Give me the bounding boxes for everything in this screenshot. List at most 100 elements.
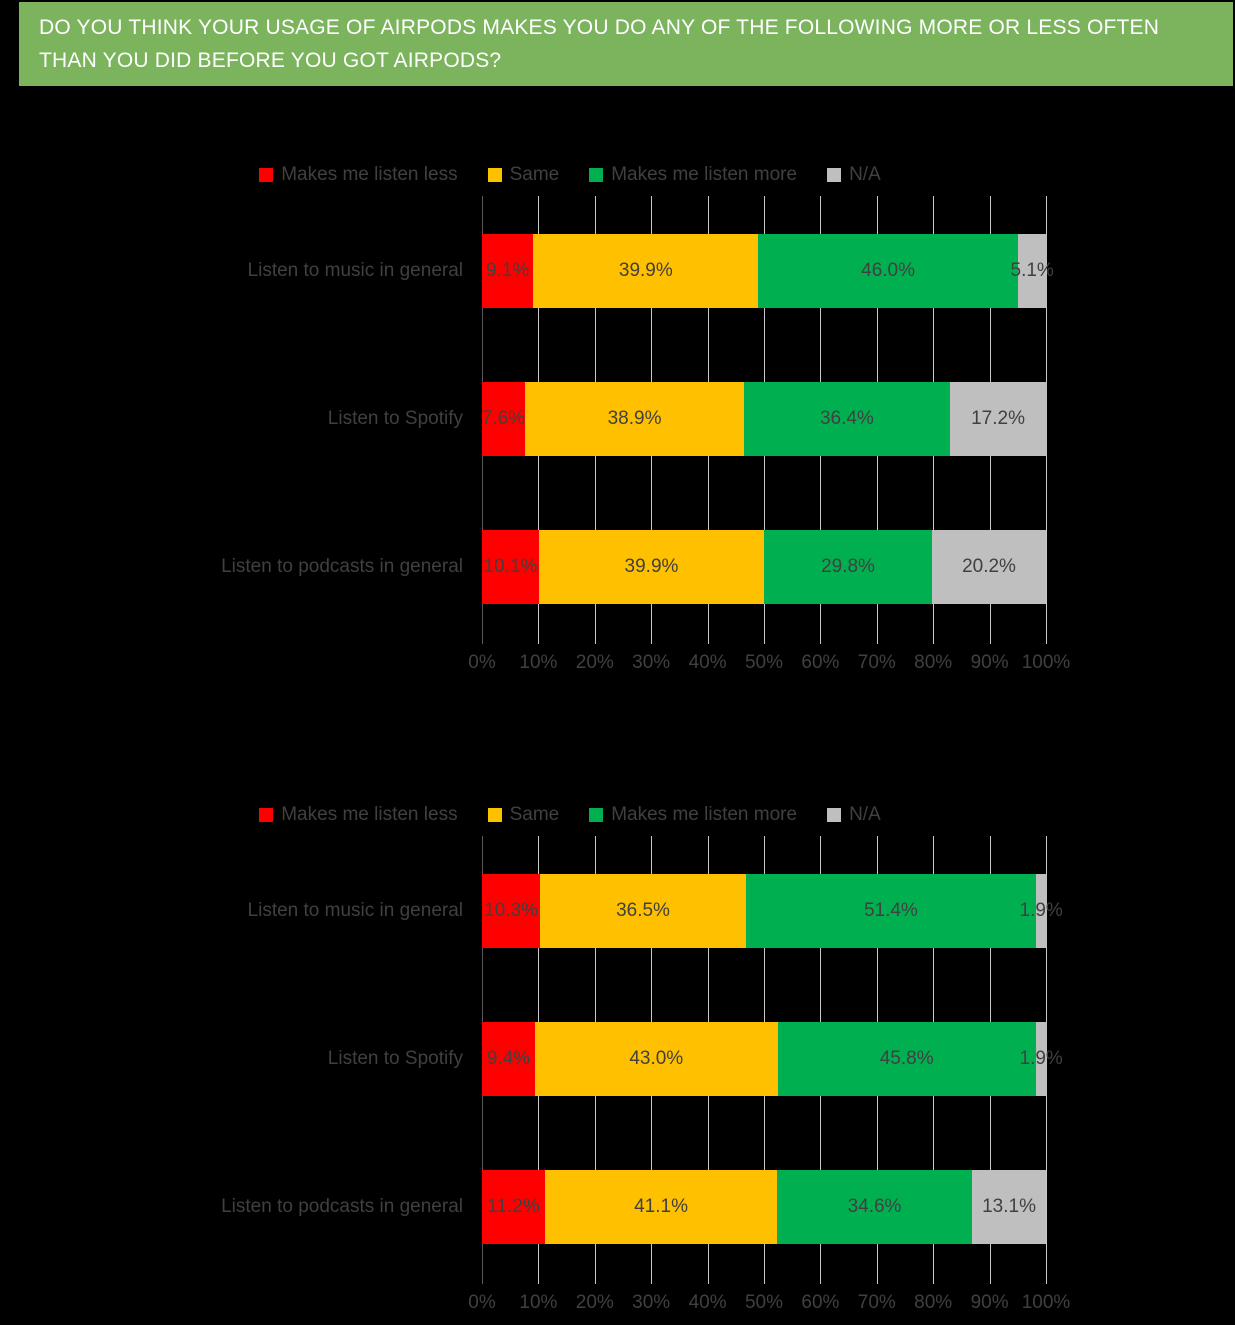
- bar-segment-gray: 20.2%: [932, 530, 1046, 604]
- category-label: Listen to podcasts in general: [221, 556, 463, 577]
- header-line-2: THAN YOU DID BEFORE YOU GOT AIRPODS?: [39, 49, 502, 72]
- x-tick-label: 100%: [1021, 1292, 1071, 1313]
- legend-swatch-green-icon: [589, 808, 604, 822]
- bar-segment-yellow: 38.9%: [524, 382, 745, 456]
- bar-row: 9.4% 43.0% 45.8% 1.9%: [482, 1022, 1063, 1096]
- bar-segment-red: 10.1%: [482, 530, 539, 604]
- segment-data-label: 36.5%: [616, 900, 670, 921]
- legend-label: Same: [509, 804, 560, 825]
- legend-label: N/A: [849, 804, 881, 825]
- x-tick-label: 60%: [801, 1292, 840, 1313]
- bar-segment-yellow: 43.0%: [535, 1022, 778, 1096]
- segment-data-label: 10.3%: [484, 900, 538, 921]
- legend-swatch-yellow-icon: [487, 168, 502, 182]
- legend-item: N/A: [827, 804, 881, 826]
- bar-segment-green: 36.4%: [744, 382, 950, 456]
- segment-data-label: 5.1%: [1010, 260, 1054, 281]
- legend-item: Makes me listen more: [589, 164, 797, 186]
- bar-row: 7.6% 38.9% 36.4% 17.2%: [481, 382, 1047, 456]
- bar-segment-yellow: 36.5%: [540, 874, 746, 948]
- x-tick-label: 20%: [575, 1292, 614, 1313]
- segment-data-label: 36.4%: [819, 408, 874, 429]
- segment-data-label: 39.9%: [618, 260, 673, 281]
- x-tick-label: 100%: [1021, 652, 1071, 673]
- category-label: Listen to music in general: [247, 260, 463, 281]
- bar-segment-yellow: 39.9%: [538, 530, 764, 604]
- plot-area: 10.3% 36.5% 51.4% 1.9% 9.4% 43.0% 45.8% 1.9% 11.…: [482, 836, 1063, 1284]
- x-tick-label: 10%: [519, 652, 558, 673]
- bar-segment-gray: 1.9%: [1020, 1022, 1063, 1096]
- bar-row: 9.1% 39.9% 46.0% 5.1%: [482, 234, 1054, 308]
- category-label: Listen to music in general: [247, 900, 463, 921]
- x-tick-label: 80%: [914, 652, 953, 673]
- segment-data-label: 17.2%: [971, 408, 1025, 429]
- bar-segment-green: 45.8%: [777, 1022, 1036, 1096]
- bar-segment-gray: 17.2%: [949, 382, 1047, 456]
- bar-row: 10.1% 39.9% 29.8% 20.2%: [482, 530, 1046, 604]
- segment-data-label: 45.8%: [879, 1048, 934, 1069]
- x-tick-label: 90%: [970, 652, 1009, 673]
- legend-label: N/A: [849, 164, 881, 185]
- chart-legend: Makes me listen less Same Makes me listen …: [0, 160, 1140, 190]
- segment-data-label: 9.4%: [486, 1048, 531, 1069]
- legend-label: Makes me listen more: [611, 804, 798, 825]
- bar-segment-red: 11.2%: [482, 1170, 546, 1244]
- segment-data-label: 1.9%: [1019, 1048, 1063, 1069]
- bar-segment-green: 51.4%: [745, 874, 1036, 948]
- segment-data-label: 10.1%: [483, 556, 538, 577]
- legend-swatch-gray-icon: [827, 808, 842, 822]
- segment-data-label: 29.8%: [821, 556, 875, 577]
- x-tick-label: 10%: [519, 1292, 558, 1313]
- survey-chart-1: Makes me listen less Same Makes me listen …: [0, 160, 1235, 700]
- segment-data-label: 9.1%: [486, 260, 530, 281]
- x-tick-label: 80%: [914, 1292, 953, 1313]
- legend-item: Makes me listen less: [259, 164, 458, 186]
- legend-swatch-red-icon: [259, 168, 274, 182]
- legend-item: Makes me listen less: [259, 804, 458, 826]
- legend-label: Makes me listen less: [281, 804, 458, 825]
- segment-data-label: 51.4%: [863, 900, 918, 921]
- x-tick-label: 20%: [575, 652, 614, 673]
- bar-segment-red: 9.1%: [482, 234, 534, 308]
- segment-data-label: 46.0%: [861, 260, 915, 281]
- bar-segment-gray: 5.1%: [1011, 234, 1054, 308]
- bar-segment-gray: 13.1%: [972, 1170, 1046, 1244]
- x-tick-label: 90%: [970, 1292, 1009, 1313]
- segment-data-label: 41.1%: [634, 1196, 688, 1217]
- category-label: Listen to Spotify: [327, 408, 463, 429]
- segment-data-label: 11.2%: [487, 1196, 540, 1217]
- segment-data-label: 13.1%: [982, 1196, 1036, 1217]
- x-tick-label: 0%: [468, 1292, 496, 1313]
- legend-item: Makes me listen more: [589, 804, 797, 826]
- plot-area: 9.1% 39.9% 46.0% 5.1% 7.6% 38.9% 36.4% 17.2% 10.…: [481, 196, 1054, 644]
- x-tick-label: 50%: [744, 652, 784, 673]
- segment-data-label: 7.6%: [481, 408, 526, 429]
- bar-segment-green: 34.6%: [776, 1170, 973, 1244]
- legend-label: Makes me listen less: [281, 164, 458, 185]
- bar-segment-red: 9.4%: [482, 1022, 536, 1096]
- segment-data-label: 1.9%: [1019, 900, 1063, 921]
- segment-data-label: 20.2%: [962, 556, 1016, 577]
- bar-segment-yellow: 39.9%: [533, 234, 759, 308]
- legend-item: Same: [487, 164, 560, 186]
- legend-item: N/A: [827, 164, 881, 186]
- legend-label: Same: [509, 164, 560, 185]
- legend-swatch-green-icon: [589, 168, 604, 182]
- segment-data-label: 38.9%: [607, 408, 662, 429]
- bar-segment-green: 29.8%: [763, 530, 933, 604]
- x-axis: 0% 10% 20% 30% 40% 50% 60% 70% 80% 90% 100%: [468, 1292, 1070, 1318]
- header-line-1: DO YOU THINK YOUR USAGE OF AIRPODS MAKES…: [39, 16, 1160, 39]
- x-tick-label: 70%: [857, 652, 896, 673]
- legend-swatch-gray-icon: [827, 168, 842, 182]
- x-axis: 0% 10% 20% 30% 40% 50% 60% 70% 80% 90% 100%: [468, 652, 1070, 678]
- bar-row: 11.2% 41.1% 34.6% 13.1%: [482, 1170, 1046, 1244]
- x-tick-label: 50%: [744, 1292, 784, 1313]
- x-tick-label: 60%: [801, 652, 840, 673]
- x-tick-label: 0%: [468, 652, 496, 673]
- legend-swatch-yellow-icon: [487, 808, 502, 822]
- legend-label: Makes me listen more: [611, 164, 798, 185]
- chart-legend: Makes me listen less Same Makes me listen …: [0, 800, 1140, 830]
- legend-item: Same: [487, 804, 560, 826]
- x-tick-label: 30%: [632, 652, 671, 673]
- category-label: Listen to podcasts in general: [221, 1196, 463, 1217]
